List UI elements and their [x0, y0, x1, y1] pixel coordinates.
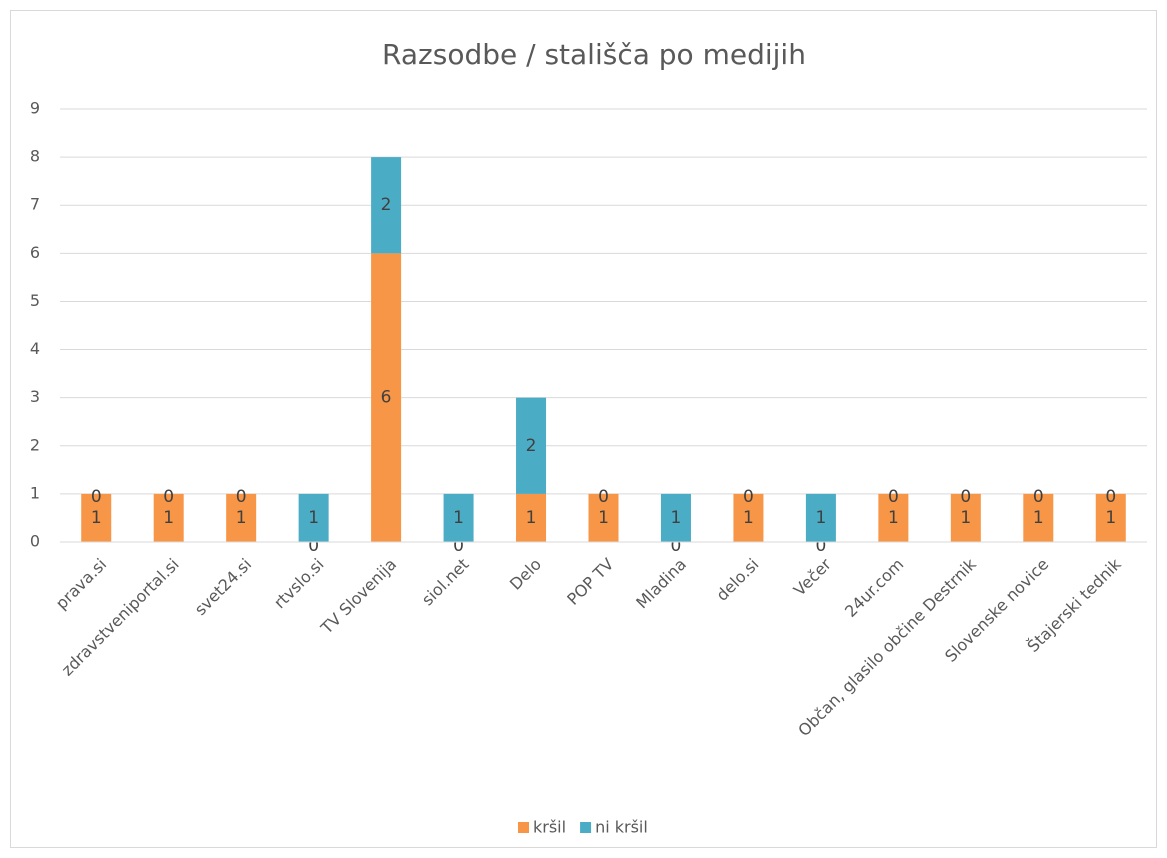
y-tick-label: 2 [30, 435, 40, 454]
bar-segment [443, 493, 474, 542]
legend-swatch [518, 822, 529, 833]
data-label: 6 [381, 388, 392, 408]
data-label: 0 [236, 487, 247, 507]
data-label: 1 [308, 508, 319, 528]
data-label: 0 [888, 487, 899, 507]
y-tick-label: 1 [30, 483, 40, 502]
data-label: 1 [598, 508, 609, 528]
data-label: 1 [671, 508, 682, 528]
data-label: 1 [163, 508, 174, 528]
data-label: 1 [960, 508, 971, 528]
data-label: 1 [888, 508, 899, 528]
data-label: 0 [598, 487, 609, 507]
bar-segment [878, 493, 909, 542]
y-tick-label: 5 [30, 291, 40, 310]
data-label: 1 [743, 508, 754, 528]
legend-label: kršil [533, 818, 566, 837]
bar-segment [371, 253, 402, 543]
bar-segment [1095, 493, 1126, 542]
bar-segment [733, 493, 764, 542]
bar-segment [516, 397, 547, 494]
bar-segment [371, 157, 402, 254]
data-label: 0 [453, 536, 464, 556]
y-tick-label: 9 [30, 99, 40, 118]
y-tick-label: 0 [30, 532, 40, 551]
data-label: 0 [1033, 487, 1044, 507]
data-label: 1 [1105, 508, 1116, 528]
chart-border [10, 10, 1157, 848]
data-label: 1 [91, 508, 102, 528]
bar-segment [660, 493, 691, 542]
chart-title: Razsodbe / stališča po medijih [382, 38, 806, 71]
bar-segment [153, 493, 184, 542]
data-label: 0 [671, 536, 682, 556]
y-tick-label: 6 [30, 243, 40, 262]
bar-segment [588, 493, 619, 542]
data-label: 2 [526, 436, 537, 456]
bar-segment [1023, 493, 1054, 542]
data-label: 1 [453, 508, 464, 528]
data-label: 1 [815, 508, 826, 528]
y-tick-label: 4 [30, 339, 40, 358]
data-label: 0 [308, 536, 319, 556]
data-label: 0 [815, 536, 826, 556]
data-label: 1 [526, 508, 537, 528]
data-label: 0 [960, 487, 971, 507]
data-label: 0 [163, 487, 174, 507]
bar-segment [805, 493, 836, 542]
bar-segment [950, 493, 981, 542]
data-label: 0 [743, 487, 754, 507]
y-tick-label: 3 [30, 387, 40, 406]
bar-segment [298, 493, 329, 542]
data-label: 1 [1033, 508, 1044, 528]
bar-segment [516, 493, 547, 542]
y-tick-label: 8 [30, 147, 40, 166]
bar-segment [81, 493, 112, 542]
data-label: 2 [381, 195, 392, 215]
y-tick-label: 7 [30, 195, 40, 214]
data-label: 0 [91, 487, 102, 507]
legend-swatch [580, 822, 592, 833]
legend-label: ni kršil [595, 818, 648, 837]
bar-segment [226, 493, 257, 542]
data-label: 1 [236, 508, 247, 528]
data-label: 0 [1105, 487, 1116, 507]
